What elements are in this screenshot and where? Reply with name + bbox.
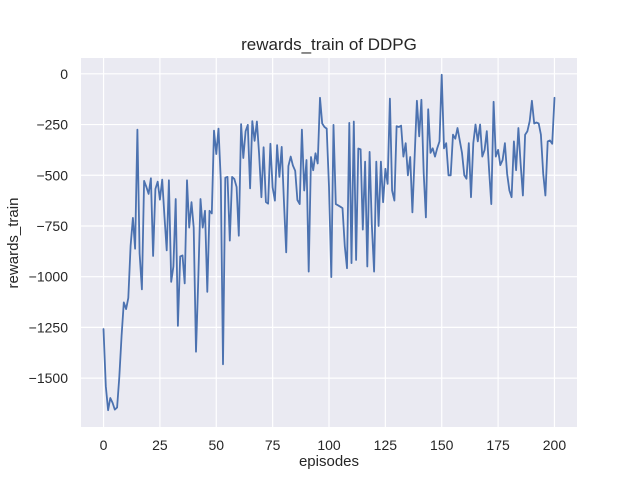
x-tick-label: 100 (317, 437, 341, 453)
y-tick-label: −750 (36, 218, 68, 234)
x-tick-label: 200 (543, 437, 567, 453)
rewards-train-line (102, 73, 556, 412)
chart-title: rewards_train of DDPG (241, 35, 417, 54)
x-tick-label: 175 (486, 437, 510, 453)
x-tick-label: 50 (208, 437, 224, 453)
x-axis-label: episodes (298, 453, 360, 470)
y-tick-label: −1500 (29, 370, 69, 386)
y-tick-label: 0 (60, 66, 68, 82)
x-tick-label: 125 (374, 437, 398, 453)
x-tick-label: 0 (100, 437, 108, 453)
y-tick-label: −500 (36, 167, 68, 183)
x-tick-label: 150 (430, 437, 454, 453)
y-tick-label: −1250 (29, 319, 69, 335)
x-tick-label: 25 (152, 437, 168, 453)
x-tick-label: 75 (265, 437, 281, 453)
y-axis-label: rewards_train (5, 197, 22, 289)
y-tick-label: −1000 (29, 269, 69, 285)
y-tick-label: −250 (36, 117, 68, 133)
